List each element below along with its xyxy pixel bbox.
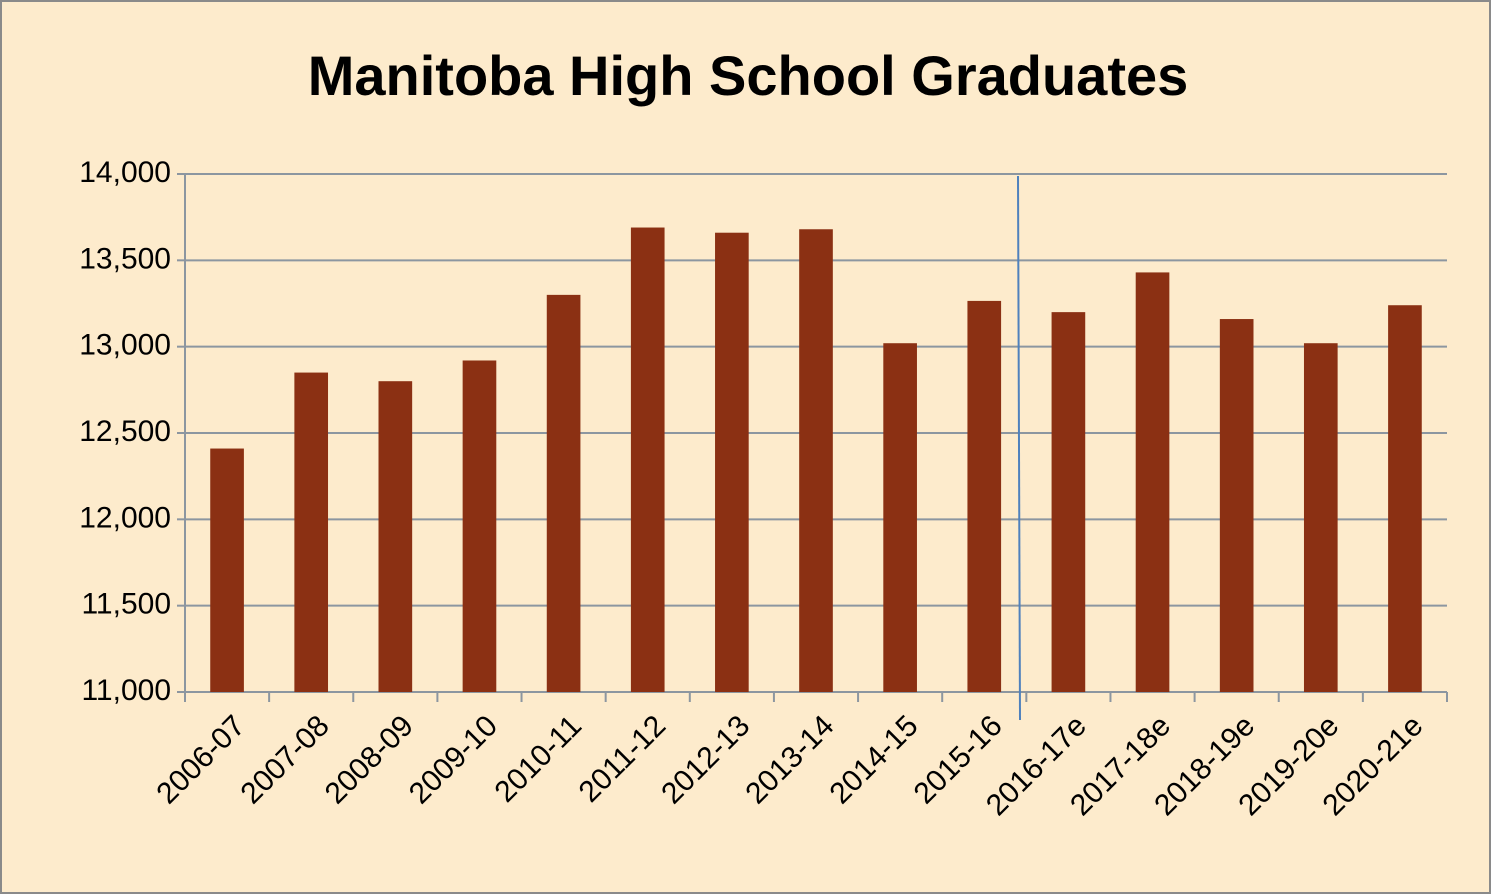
- bar: [1219, 319, 1254, 692]
- bar: [462, 360, 497, 692]
- y-tick-label: 12,500: [79, 415, 171, 448]
- y-tick-label: 11,000: [81, 674, 171, 707]
- divider-line: [1017, 175, 1021, 721]
- y-tick-label: 13,000: [79, 329, 171, 362]
- y-tick-label: 14,000: [79, 156, 171, 189]
- bar: [1135, 272, 1170, 692]
- bar: [799, 229, 833, 692]
- bar: [1303, 343, 1338, 692]
- y-tick-label: 12,000: [79, 501, 171, 534]
- bar: [546, 294, 581, 692]
- chart-title: Manitoba High School Graduates: [308, 44, 1189, 107]
- bar: [294, 372, 329, 692]
- bar: [1388, 305, 1422, 692]
- bar: [1051, 312, 1086, 692]
- bar: [715, 232, 749, 692]
- bar: [378, 381, 413, 692]
- y-tick-label: 11,500: [81, 588, 171, 621]
- bar: [630, 227, 665, 692]
- y-tick-label: 13,500: [79, 242, 171, 275]
- bar: [210, 448, 244, 692]
- bar: [967, 300, 1002, 692]
- bar: [883, 343, 917, 692]
